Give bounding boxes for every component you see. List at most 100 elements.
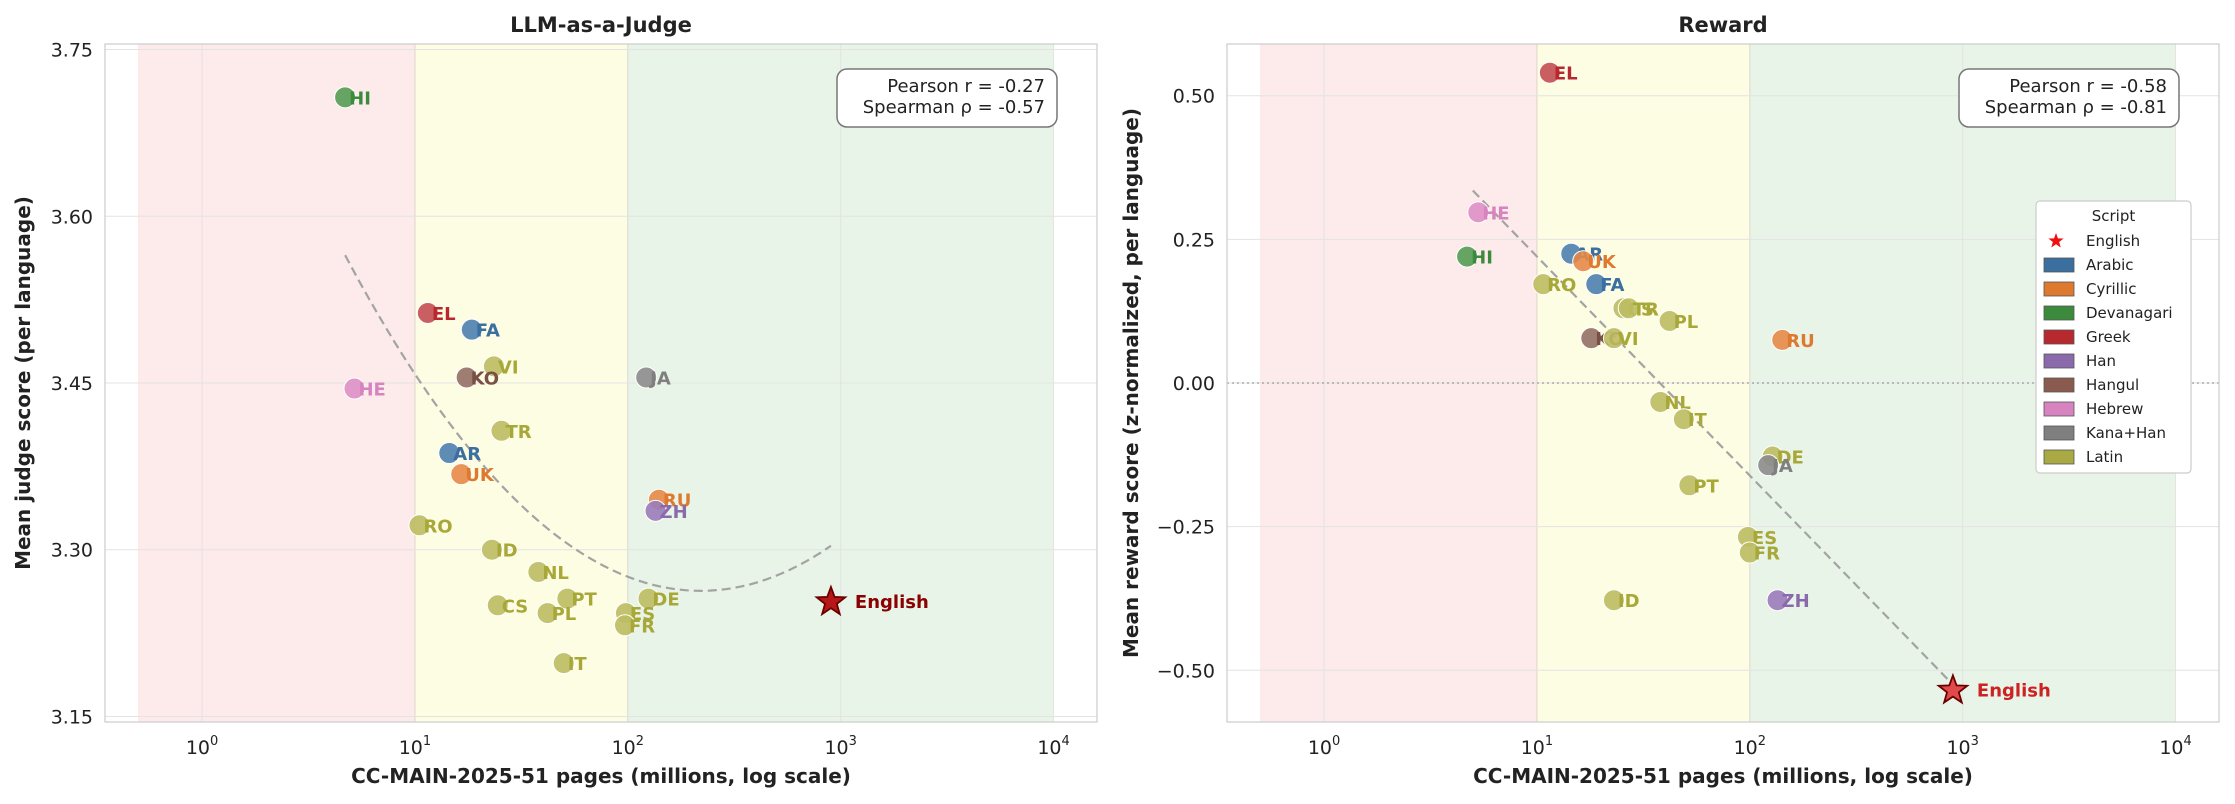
legend-star-icon bbox=[2048, 233, 2064, 248]
legend-entry-latin: Latin bbox=[2086, 448, 2123, 466]
data-point-el bbox=[1538, 61, 1561, 84]
y-axis-label: Mean judge score (per language) bbox=[11, 196, 35, 570]
legend-entry-han: Han bbox=[2086, 352, 2116, 370]
trend-fit-line bbox=[1472, 189, 1954, 686]
data-label-es: ES bbox=[1752, 528, 1777, 549]
y-tick-label: 0.25 bbox=[1173, 229, 1215, 251]
x-tick-label: 103 bbox=[1946, 734, 1978, 759]
legend-entry-hebrew: Hebrew bbox=[2086, 400, 2143, 418]
data-label-vi: VI bbox=[498, 357, 519, 378]
data-label-uk: UK bbox=[465, 465, 495, 486]
y-tick-label: 0.00 bbox=[1173, 373, 1215, 395]
data-label-nl: NL bbox=[542, 563, 569, 584]
data-point-el bbox=[416, 301, 439, 324]
spearman-stat: Spearman ρ = -0.81 bbox=[1985, 97, 2167, 118]
data-point-pl bbox=[536, 602, 559, 625]
data-label-pl: PL bbox=[1674, 312, 1699, 333]
legend-swatch bbox=[2043, 257, 2075, 273]
data-label-zh: ZH bbox=[1782, 591, 1810, 612]
data-label-fr: FR bbox=[1754, 544, 1780, 565]
x-tick-label: 104 bbox=[2159, 734, 2191, 759]
y-tick-label: 3.60 bbox=[51, 206, 93, 228]
legend-box bbox=[2035, 200, 2192, 474]
y-tick-label: −0.25 bbox=[1157, 517, 1215, 539]
legend-swatch bbox=[2043, 449, 2075, 465]
data-point-it bbox=[1672, 408, 1695, 431]
data-label-de: DE bbox=[652, 590, 679, 611]
chart-title: LLM-as-a-Judge bbox=[510, 13, 692, 37]
y-tick-label: 0.50 bbox=[1173, 86, 1215, 108]
data-point-ru bbox=[1771, 328, 1794, 351]
data-label-de: DE bbox=[1777, 448, 1804, 469]
axes-frame bbox=[1226, 43, 2220, 723]
x-axis-label: CC-MAIN-2025-51 pages (millions, log sca… bbox=[1473, 764, 1973, 788]
pearson-stat: Pearson r = -0.58 bbox=[2009, 76, 2167, 97]
data-point-tr bbox=[1617, 297, 1640, 320]
axes-frame bbox=[104, 43, 1098, 723]
data-point-uk bbox=[1572, 250, 1595, 273]
data-point-zh bbox=[644, 499, 667, 522]
data-label-pt: PT bbox=[571, 590, 597, 611]
data-point-ro bbox=[1532, 273, 1555, 296]
x-tick-label: 101 bbox=[1521, 734, 1553, 759]
x-axis-label: CC-MAIN-2025-51 pages (millions, log sca… bbox=[351, 764, 851, 788]
data-label-zh: ZH bbox=[660, 502, 688, 523]
data-point-uk bbox=[450, 463, 473, 486]
data-label-it: IT bbox=[1688, 410, 1708, 431]
data-point-ar bbox=[438, 442, 461, 465]
legend-swatch bbox=[2043, 401, 2075, 417]
data-label-he: HE bbox=[358, 380, 385, 401]
legend-swatch bbox=[2043, 425, 2075, 441]
data-label-ru: RU bbox=[663, 491, 691, 512]
data-label-fr: FR bbox=[629, 616, 655, 637]
data-label-pl: PL bbox=[552, 604, 577, 625]
english-label: English bbox=[855, 592, 929, 613]
data-label-el: EL bbox=[1554, 64, 1578, 85]
x-tick-label: 103 bbox=[824, 734, 856, 759]
y-tick-label: 3.45 bbox=[51, 373, 93, 395]
data-point-hi bbox=[1456, 245, 1479, 268]
data-point-hi bbox=[334, 86, 357, 109]
data-point-he bbox=[343, 377, 366, 400]
y-tick-label: 3.75 bbox=[51, 40, 93, 62]
x-tick-label: 102 bbox=[1734, 734, 1766, 759]
trend-fit-line bbox=[344, 254, 832, 592]
data-label-fa: FA bbox=[476, 321, 500, 342]
legend-swatch bbox=[2043, 377, 2075, 393]
data-label-es: ES bbox=[630, 604, 655, 625]
legend-swatch bbox=[2043, 329, 2075, 345]
data-label-id: ID bbox=[1618, 591, 1640, 612]
x-tick-label: 100 bbox=[1308, 734, 1340, 759]
data-point-vi bbox=[1602, 327, 1625, 350]
data-label-ar: AR bbox=[453, 444, 481, 465]
data-label-it: IT bbox=[568, 654, 588, 675]
data-label-el: EL bbox=[432, 304, 456, 325]
data-label-ro: RO bbox=[423, 516, 452, 537]
data-label-ru: RU bbox=[1786, 331, 1814, 352]
chart-title: Reward bbox=[1678, 13, 1767, 37]
english-star-marker bbox=[1936, 672, 1970, 705]
legend-swatch bbox=[2043, 353, 2075, 369]
data-label-uk: UK bbox=[1587, 252, 1617, 273]
data-point-zh bbox=[1766, 589, 1789, 612]
data-point-ja bbox=[635, 366, 658, 389]
data-point-fa bbox=[1585, 273, 1608, 296]
panel-reward: ELHEARHIUKROFACSTRPLKOVIRUNLITDEJAPTESFR… bbox=[1119, 13, 2220, 788]
legend-entry-hangul: Hangul bbox=[2086, 376, 2139, 394]
legend-entry-kana-han: Kana+Han bbox=[2086, 424, 2166, 442]
data-label-ko: KO bbox=[471, 368, 499, 389]
x-tick-label: 104 bbox=[1037, 734, 1069, 759]
data-label-vi: VI bbox=[1618, 329, 1639, 350]
data-point-ro bbox=[408, 514, 431, 537]
legend-title: Script bbox=[2092, 207, 2136, 225]
data-label-he: HE bbox=[1482, 203, 1509, 224]
stats-box bbox=[1958, 68, 2180, 128]
y-tick-label: −0.50 bbox=[1157, 660, 1215, 682]
data-label-hi: HI bbox=[1471, 248, 1493, 269]
data-label-fa: FA bbox=[1600, 275, 1624, 296]
legend-swatch bbox=[2043, 281, 2075, 297]
data-point-cs bbox=[486, 594, 509, 617]
legend-entry-english: English bbox=[2086, 232, 2140, 250]
data-point-fr bbox=[613, 614, 636, 637]
